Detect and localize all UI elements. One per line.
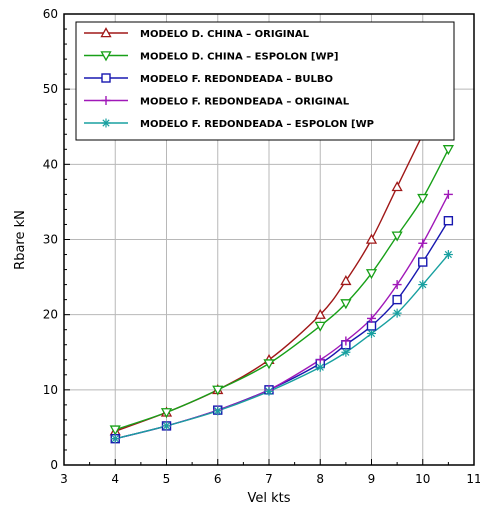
data-point-series-5 bbox=[162, 421, 171, 431]
x-tick-label: 7 bbox=[265, 472, 273, 486]
y-tick-label: 0 bbox=[50, 458, 58, 472]
series-line-3 bbox=[115, 220, 449, 440]
data-point-series-3 bbox=[418, 257, 428, 267]
x-tick-label: 9 bbox=[368, 472, 376, 486]
data-point-series-5 bbox=[213, 406, 223, 416]
asterisk-stroke bbox=[265, 387, 273, 395]
y-tick-label: 50 bbox=[43, 82, 58, 96]
x-tick-label: 8 bbox=[316, 472, 324, 486]
x-tick-label: 6 bbox=[214, 472, 222, 486]
legend-item-2: MODELO D. CHINA – ESPOLON [WP] bbox=[84, 51, 338, 63]
legend-marker bbox=[101, 118, 111, 128]
x-tick-label: 10 bbox=[415, 472, 430, 486]
data-point-series-4 bbox=[418, 238, 428, 248]
data-point-series-1 bbox=[314, 308, 326, 319]
legend-marker bbox=[100, 27, 112, 38]
data-point-series-4 bbox=[443, 189, 453, 199]
asterisk-stroke bbox=[419, 280, 427, 289]
legend-box bbox=[75, 21, 455, 141]
legend-label: MODELO F. REDONDEADA – ORIGINAL bbox=[140, 97, 350, 108]
data-point-series-2 bbox=[365, 269, 378, 280]
x-tick-label: 5 bbox=[163, 472, 171, 486]
series-line-2 bbox=[115, 148, 449, 431]
data-point-series-5 bbox=[341, 347, 351, 357]
data-point-series-5 bbox=[315, 362, 325, 372]
legend-label: MODELO F. REDONDEADA – ESPOLON [WP bbox=[140, 119, 374, 130]
data-point-series-1 bbox=[340, 275, 352, 286]
series-line-4 bbox=[115, 194, 449, 440]
x-tick-label: 3 bbox=[60, 472, 68, 486]
legend-label: MODELO D. CHINA – ORIGINAL bbox=[140, 29, 310, 40]
asterisk-stroke bbox=[214, 407, 222, 415]
legend-marker bbox=[100, 51, 112, 62]
data-point-series-2 bbox=[263, 359, 275, 370]
data-point-series-2 bbox=[212, 385, 224, 396]
data-point-series-5 bbox=[367, 328, 376, 338]
data-point-series-2 bbox=[391, 231, 403, 242]
legend-item-5: MODELO F. REDONDEADA – ESPOLON [WP bbox=[84, 118, 374, 130]
y-tick-label: 40 bbox=[43, 157, 58, 171]
y-axis-title: Rbare kN bbox=[13, 210, 28, 270]
asterisk-stroke bbox=[444, 250, 452, 259]
asterisk-stroke bbox=[393, 309, 401, 317]
marker-group bbox=[109, 128, 454, 444]
data-point-series-3 bbox=[392, 294, 402, 305]
series-group bbox=[115, 133, 449, 440]
asterisk-stroke bbox=[162, 422, 171, 430]
y-tick-label: 20 bbox=[43, 308, 58, 322]
asterisk-stroke bbox=[102, 119, 110, 127]
legend-label: MODELO D. CHINA – ESPOLON [WP] bbox=[140, 52, 338, 63]
legend-item-1: MODELO D. CHINA – ORIGINAL bbox=[84, 27, 310, 40]
data-point-series-5 bbox=[264, 386, 274, 396]
x-tick-label: 11 bbox=[466, 472, 480, 486]
data-point-series-5 bbox=[392, 308, 402, 318]
asterisk-stroke bbox=[111, 435, 119, 443]
asterisk-stroke bbox=[316, 363, 324, 371]
legend: MODELO D. CHINA – ORIGINAL MODELO D. CHIN… bbox=[75, 21, 455, 141]
data-point-series-2 bbox=[160, 408, 173, 419]
data-point-series-4 bbox=[315, 355, 325, 365]
asterisk-stroke bbox=[342, 348, 350, 356]
data-point-series-2 bbox=[314, 321, 326, 332]
data-point-series-3 bbox=[366, 321, 377, 331]
data-point-series-2 bbox=[340, 299, 352, 310]
data-point-series-3 bbox=[443, 216, 454, 226]
x-axis-title: Vel kts bbox=[247, 491, 290, 506]
data-point-series-4 bbox=[341, 336, 351, 346]
legend-item-3: MODELO F. REDONDEADA – BULBO bbox=[84, 73, 333, 85]
data-point-series-2 bbox=[442, 145, 454, 156]
data-point-series-5 bbox=[443, 250, 453, 260]
data-point-series-5 bbox=[110, 434, 120, 444]
data-point-series-1 bbox=[365, 233, 378, 244]
legend-marker bbox=[101, 96, 111, 105]
data-point-series-2 bbox=[417, 193, 429, 204]
y-tick-label: 60 bbox=[43, 7, 58, 21]
legend-item-4: MODELO F. REDONDEADA – ORIGINAL bbox=[84, 96, 350, 108]
axis-ticks: 3 4 5 6 7 8 9 10 11 0 10 20 30 40 50 60 bbox=[43, 7, 480, 486]
y-tick-label: 30 bbox=[43, 233, 58, 247]
series-line-5 bbox=[115, 254, 449, 440]
data-point-series-4 bbox=[367, 313, 376, 323]
y-tick-label: 10 bbox=[43, 383, 58, 397]
asterisk-stroke bbox=[367, 329, 376, 338]
legend-marker bbox=[101, 73, 111, 83]
x-tick-label: 4 bbox=[111, 472, 119, 486]
data-point-series-1 bbox=[391, 181, 403, 192]
data-point-series-5 bbox=[418, 280, 428, 290]
data-point-series-2 bbox=[109, 425, 121, 436]
data-point-series-4 bbox=[392, 280, 402, 290]
legend-label: MODELO F. REDONDEADA – BULBO bbox=[140, 74, 333, 85]
